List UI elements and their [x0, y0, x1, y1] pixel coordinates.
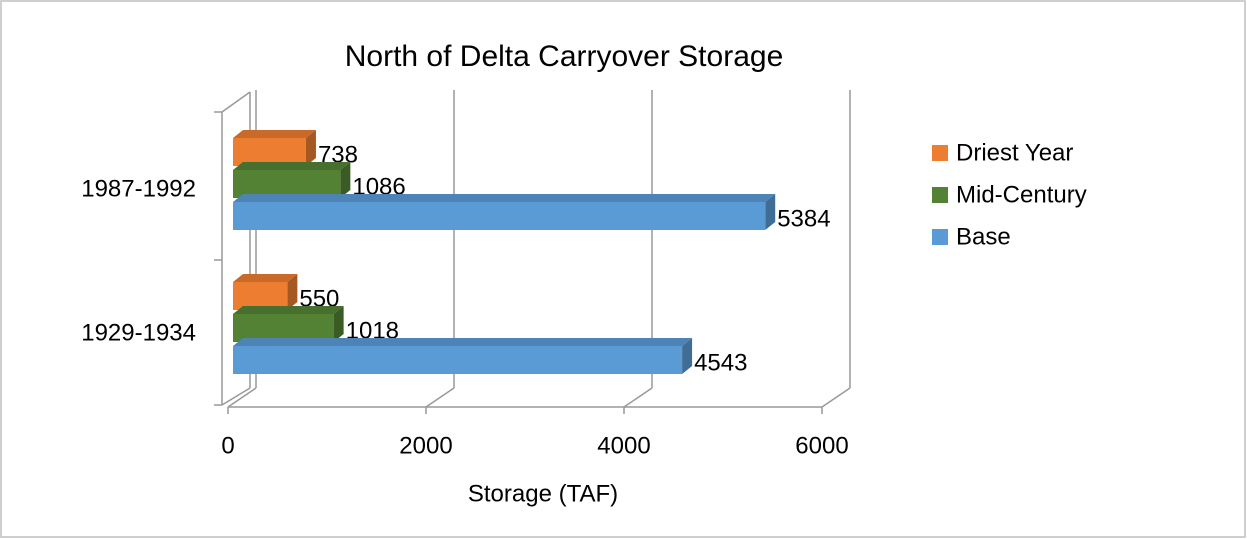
bar-top [233, 130, 316, 138]
floor-grid-line [425, 387, 455, 408]
bar-side [333, 306, 344, 342]
y-tick-label: 1987-1992 [81, 175, 196, 202]
x-tick-label: 0 [221, 432, 234, 459]
data-label: 5384 [777, 205, 830, 232]
x-tick-label: 4000 [597, 432, 650, 459]
legend-label: Mid-Century [956, 181, 1087, 208]
bar-side [287, 274, 298, 310]
bar-side [682, 338, 693, 374]
bar [233, 282, 288, 310]
chart-title: North of Delta Carryover Storage [345, 40, 784, 73]
data-label: 4543 [694, 349, 747, 376]
floor-grid-line [227, 387, 257, 408]
floor-grid-line [821, 387, 851, 408]
x-tick-label: 6000 [795, 432, 848, 459]
bar-top [233, 194, 776, 202]
bar [233, 202, 766, 230]
bar-top [233, 338, 693, 346]
bar-side [305, 130, 316, 166]
bar [233, 138, 306, 166]
bar-top [233, 306, 344, 314]
bar-side [340, 162, 351, 198]
bar-top [233, 274, 298, 282]
bar-top [233, 162, 351, 170]
floor-grid-line [623, 387, 653, 408]
bar [233, 170, 341, 198]
bar [233, 314, 334, 342]
x-tick-label: 2000 [399, 432, 452, 459]
bar [233, 346, 683, 374]
x-axis-title: Storage (TAF) [468, 480, 618, 507]
bar-side [765, 194, 776, 230]
legend-swatch [932, 145, 948, 161]
legend-label: Driest Year [956, 139, 1073, 166]
legend-swatch [932, 229, 948, 245]
y-tick-label: 1929-1934 [81, 319, 196, 346]
legend-label: Base [956, 223, 1011, 250]
legend-swatch [932, 187, 948, 203]
